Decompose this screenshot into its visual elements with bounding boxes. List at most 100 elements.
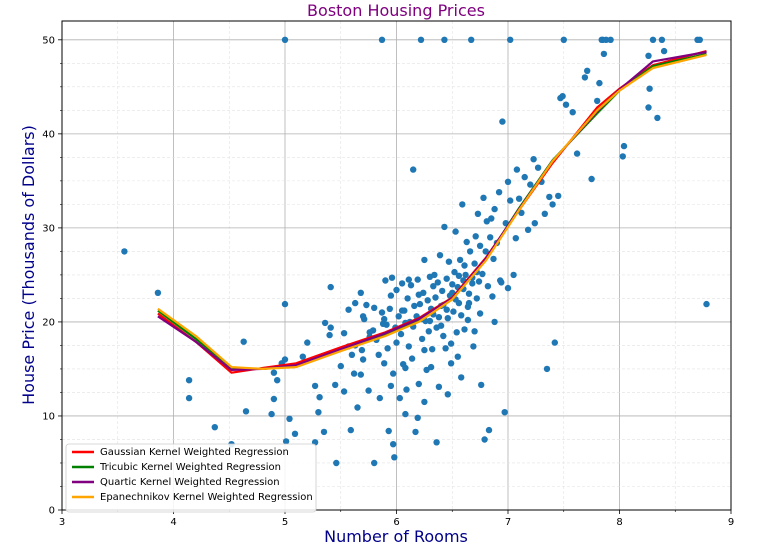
x-tick-label: 6 bbox=[393, 517, 399, 528]
scatter-point bbox=[473, 295, 480, 302]
legend-box bbox=[65, 443, 317, 513]
scatter-point bbox=[466, 248, 474, 255]
scatter-point bbox=[375, 351, 382, 358]
scatter-point bbox=[426, 317, 434, 325]
scatter-point bbox=[658, 36, 666, 43]
scatter-point bbox=[476, 310, 484, 317]
scatter-point bbox=[439, 287, 446, 295]
scatter-point bbox=[397, 330, 405, 338]
scatter-point bbox=[390, 441, 397, 448]
scatter-point bbox=[415, 291, 422, 298]
scatter-point bbox=[327, 283, 334, 291]
scatter-point bbox=[414, 276, 421, 283]
scatter-point bbox=[472, 233, 479, 240]
legend-label: Gaussian Kernel Weighted Regression bbox=[100, 447, 289, 458]
scatter-point bbox=[447, 340, 455, 347]
scatter-point bbox=[462, 271, 469, 279]
scatter-point bbox=[211, 424, 218, 431]
scatter-point bbox=[471, 328, 478, 335]
scatter-point bbox=[154, 289, 162, 296]
scatter-point bbox=[393, 286, 400, 294]
scatter-point bbox=[388, 274, 396, 281]
scatter-point bbox=[620, 142, 628, 150]
scatter-point bbox=[414, 414, 421, 421]
y-tick-label: 40 bbox=[42, 129, 55, 140]
scatter-point bbox=[282, 438, 290, 445]
scatter-point bbox=[333, 459, 340, 467]
scatter-point bbox=[479, 270, 486, 278]
scatter-point bbox=[185, 394, 193, 402]
scatter-point bbox=[240, 338, 247, 345]
scatter-point bbox=[390, 370, 397, 377]
chart-title: Boston Housing Prices bbox=[307, 1, 485, 20]
legend-label: Tricubic Kernel Weighted Regression bbox=[99, 462, 281, 473]
scatter-point bbox=[654, 114, 661, 122]
scatter-point bbox=[459, 201, 466, 208]
scatter-point bbox=[281, 300, 289, 308]
scatter-point bbox=[436, 252, 444, 259]
x-axis-label: Number of Rooms bbox=[324, 527, 468, 546]
scatter-point bbox=[456, 256, 464, 264]
scatter-point bbox=[347, 426, 354, 434]
scatter-point bbox=[646, 85, 653, 92]
scatter-point bbox=[600, 50, 608, 58]
legend: Gaussian Kernel Weighted Regression Tricu… bbox=[65, 443, 317, 513]
scatter-point bbox=[551, 339, 558, 346]
scatter-point bbox=[421, 346, 428, 354]
scatter-point bbox=[410, 166, 417, 173]
scatter-point bbox=[549, 201, 556, 208]
x-tick-label: 5 bbox=[282, 517, 288, 528]
scatter-point bbox=[660, 47, 668, 55]
scatter-point bbox=[381, 360, 388, 367]
y-tick-label: 0 bbox=[49, 506, 55, 517]
scatter-point bbox=[555, 192, 562, 200]
scatter-point bbox=[407, 282, 415, 289]
scatter-point bbox=[458, 312, 465, 319]
scatter-point bbox=[326, 331, 333, 339]
scatter-point bbox=[402, 410, 409, 418]
scatter-point bbox=[453, 329, 460, 336]
scatter-point bbox=[581, 74, 589, 81]
scatter-point bbox=[376, 394, 383, 402]
scatter-point bbox=[421, 398, 428, 406]
scatter-point bbox=[404, 295, 411, 302]
scatter-point bbox=[435, 314, 443, 321]
scatter-point bbox=[495, 189, 503, 196]
scatter-point bbox=[359, 313, 367, 320]
scatter-point bbox=[476, 242, 484, 249]
scatter-point bbox=[281, 36, 289, 43]
y-tick-label: 30 bbox=[42, 223, 55, 234]
scatter-point bbox=[527, 181, 534, 188]
y-tick-label: 20 bbox=[42, 317, 55, 328]
scatter-point bbox=[645, 52, 652, 59]
scatter-point bbox=[371, 459, 378, 467]
scatter-point bbox=[350, 370, 358, 377]
scatter-point bbox=[345, 306, 352, 313]
y-tick-label: 50 bbox=[42, 35, 55, 46]
scatter-point bbox=[451, 268, 458, 276]
scatter-point bbox=[513, 166, 521, 173]
scatter-point bbox=[357, 371, 364, 378]
scatter-point bbox=[281, 356, 289, 363]
scatter-point bbox=[425, 328, 432, 335]
scatter-point bbox=[452, 228, 459, 235]
scatter-point bbox=[386, 305, 393, 312]
scatter-point bbox=[588, 175, 595, 183]
scatter-point bbox=[504, 284, 512, 292]
scatter-point bbox=[340, 388, 348, 395]
scatter-point bbox=[316, 394, 323, 401]
scatter-point bbox=[185, 377, 193, 384]
scatter-point bbox=[649, 36, 657, 43]
scatter-point bbox=[387, 292, 395, 299]
scatter-point bbox=[352, 299, 359, 307]
scatter-point bbox=[433, 324, 440, 331]
scatter-point bbox=[471, 260, 478, 267]
scatter-point bbox=[429, 346, 436, 353]
scatter-point bbox=[291, 430, 299, 437]
scatter-point bbox=[696, 36, 703, 43]
scatter-point bbox=[444, 391, 451, 398]
scatter-point bbox=[398, 280, 406, 287]
scatter-point bbox=[348, 351, 356, 358]
scatter-point bbox=[286, 415, 293, 422]
